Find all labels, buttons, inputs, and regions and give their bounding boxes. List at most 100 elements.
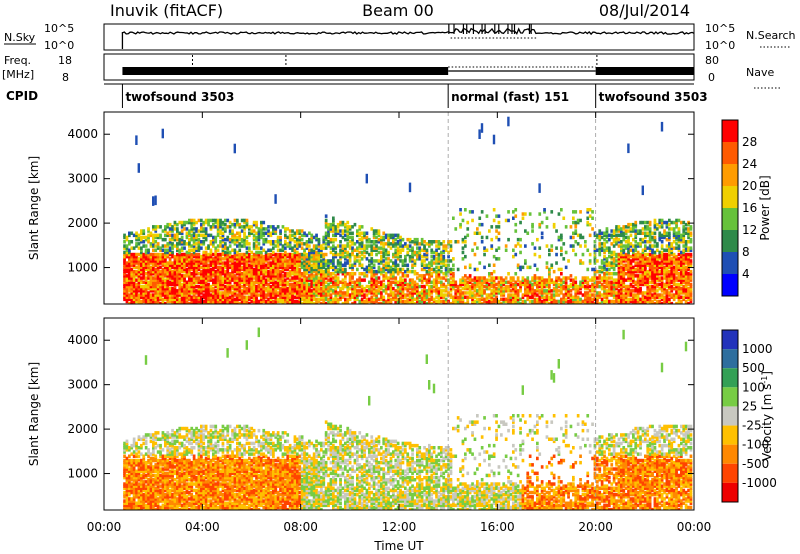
heatmap-cell <box>348 295 352 299</box>
heatmap-cell <box>245 295 249 299</box>
heatmap-cell <box>384 242 388 246</box>
heatmap-cell <box>629 259 633 263</box>
heatmap-cell <box>197 246 201 250</box>
heatmap-cell <box>629 233 633 238</box>
heatmap-cell <box>428 261 431 265</box>
heatmap-cell <box>238 291 242 295</box>
freq-label-1: Freq. <box>4 54 31 67</box>
heatmap-cell <box>497 231 501 235</box>
heatmap-cell <box>269 267 273 272</box>
heatmap-cell <box>221 284 225 289</box>
heatmap-cell <box>394 233 398 238</box>
heatmap-cell <box>252 272 256 276</box>
heatmap-cell <box>132 286 136 291</box>
heatmap-cell <box>144 295 148 299</box>
heatmap-cell <box>617 252 621 257</box>
heatmap-cell <box>423 295 426 299</box>
heatmap-cell <box>336 299 340 304</box>
heatmap-cell <box>569 289 573 293</box>
heatmap-cell <box>574 284 578 289</box>
heatmap-cell <box>238 222 242 227</box>
heatmap-cell <box>128 267 131 272</box>
heatmap-cell <box>161 237 165 242</box>
heatmap-cell <box>610 293 614 297</box>
heatmap-cell <box>214 257 218 261</box>
heatmap-cell <box>305 286 309 291</box>
heatmap-cell <box>156 246 160 250</box>
heatmap-cell <box>579 284 582 289</box>
heatmap-cell <box>190 297 194 302</box>
heatmap-cell <box>444 269 448 274</box>
heatmap-cell <box>622 252 626 257</box>
heatmap-cell <box>533 291 537 295</box>
heatmap-cell <box>183 267 186 272</box>
heatmap-cell <box>320 286 323 291</box>
heatmap-cell <box>483 276 486 280</box>
heatmap-cell <box>504 297 508 302</box>
heatmap-cell <box>245 257 249 261</box>
heatmap-cell <box>135 286 138 291</box>
heatmap-cell <box>346 259 350 263</box>
heatmap-cell <box>452 263 455 267</box>
heatmap-cell <box>389 284 393 289</box>
heatmap-cell <box>437 280 441 284</box>
heatmap-cell <box>380 237 383 242</box>
heatmap-cell <box>240 274 244 278</box>
heatmap-cell <box>413 272 417 276</box>
heatmap-cell <box>260 282 263 287</box>
heatmap-cell <box>164 265 167 270</box>
heatmap-cell <box>399 254 402 259</box>
heatmap-cell <box>360 246 364 250</box>
heatmap-cell <box>303 284 306 289</box>
heatmap-cell <box>128 278 131 282</box>
heatmap-cell <box>456 291 460 295</box>
heatmap-cell <box>152 286 155 291</box>
heatmap-cell <box>351 267 354 272</box>
heatmap-cell <box>490 237 494 242</box>
heatmap-cell <box>485 286 489 291</box>
heatmap-cell <box>284 295 287 299</box>
heatmap-cell <box>296 274 299 278</box>
heatmap-cell <box>310 295 314 299</box>
heatmap-cell <box>142 289 146 293</box>
heatmap-cell <box>231 263 234 267</box>
heatmap-cell <box>641 259 645 263</box>
heatmap-cell <box>423 240 426 244</box>
heatmap-cell <box>574 220 578 225</box>
heatmap-cell <box>152 233 155 238</box>
heatmap-cell <box>334 291 338 295</box>
heatmap-cell <box>190 222 194 227</box>
heatmap-cell <box>586 291 590 295</box>
heatmap-cell <box>264 263 268 267</box>
heatmap-cell <box>564 284 568 289</box>
heatmap-cell <box>356 284 359 289</box>
heatmap-cell <box>344 293 347 297</box>
heatmap-cell <box>593 286 597 291</box>
heatmap-cell <box>384 276 388 280</box>
heatmap-cell <box>548 301 551 304</box>
heatmap-cell <box>279 299 282 304</box>
heatmap-cell <box>166 261 170 265</box>
heatmap-cell <box>327 233 330 238</box>
heatmap-cell <box>586 208 590 212</box>
heatmap-cell <box>298 254 302 259</box>
heatmap-cell <box>202 254 206 259</box>
heatmap-cell <box>260 276 263 280</box>
heatmap-cell <box>396 248 400 252</box>
heatmap-cell <box>135 299 138 304</box>
heatmap-cell <box>216 257 220 261</box>
heatmap-cell <box>176 261 179 265</box>
heatmap-cell <box>394 297 398 302</box>
heatmap-cell <box>264 282 268 287</box>
heatmap-cell <box>281 299 285 304</box>
heatmap-cell <box>173 297 177 302</box>
heatmap-cell <box>231 286 234 291</box>
heatmap-cell <box>291 257 294 261</box>
heatmap-cell <box>296 265 299 270</box>
heatmap-cell <box>207 218 210 223</box>
heatmap-cell <box>478 284 482 289</box>
heatmap-cell <box>132 282 136 287</box>
heatmap-cell <box>608 261 611 265</box>
heatmap-cell <box>279 269 282 274</box>
heatmap-cell <box>200 246 203 250</box>
